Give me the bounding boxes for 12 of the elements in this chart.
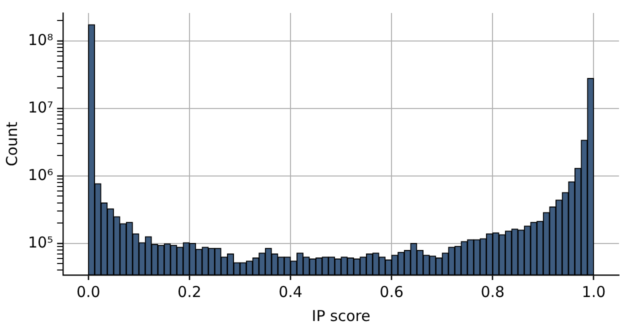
x-tick-label: 0.2: [178, 282, 202, 301]
y-tick-label: 10⁷: [28, 98, 54, 116]
x-tick-label: 0.4: [278, 282, 302, 301]
x-tick-label: 1.0: [582, 282, 606, 301]
y-tick-label: 10⁸: [28, 30, 54, 49]
y-tick-label: 10⁵: [28, 233, 54, 252]
y-axis-title: Count: [2, 122, 21, 166]
y-tick-label: 10⁶: [28, 166, 54, 184]
x-axis-title: IP score: [312, 306, 370, 325]
x-tick-label: 0.6: [380, 282, 404, 301]
x-tick-label: 0.8: [480, 282, 505, 301]
x-tick-label: 0.0: [76, 282, 100, 301]
